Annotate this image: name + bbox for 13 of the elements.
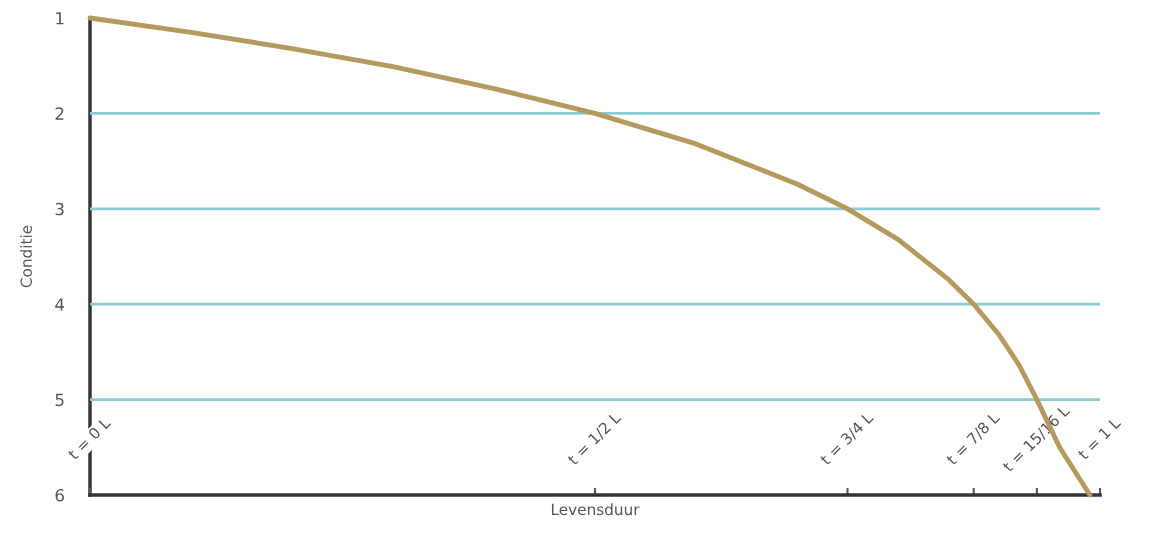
x-tick-label: t = 1/2 L <box>566 410 623 467</box>
y-axis-title: Conditie <box>20 225 32 288</box>
y-tick-label: 2 <box>55 107 64 120</box>
x-tick-label: t = 1 L <box>1077 416 1122 461</box>
x-tick-label: t = 7/8 L <box>945 410 1002 467</box>
y-tick-label: 4 <box>55 298 65 311</box>
y-tick-label: 1 <box>56 12 64 25</box>
x-tick-label: t = 3/4 L <box>819 410 875 467</box>
x-axis-title: Levensduur <box>551 503 640 516</box>
y-tick-label: 5 <box>55 393 64 407</box>
x-tick-label: t = 0 L <box>67 416 112 461</box>
y-tick-label: 6 <box>55 488 64 502</box>
y-tick-label: 3 <box>55 202 64 216</box>
